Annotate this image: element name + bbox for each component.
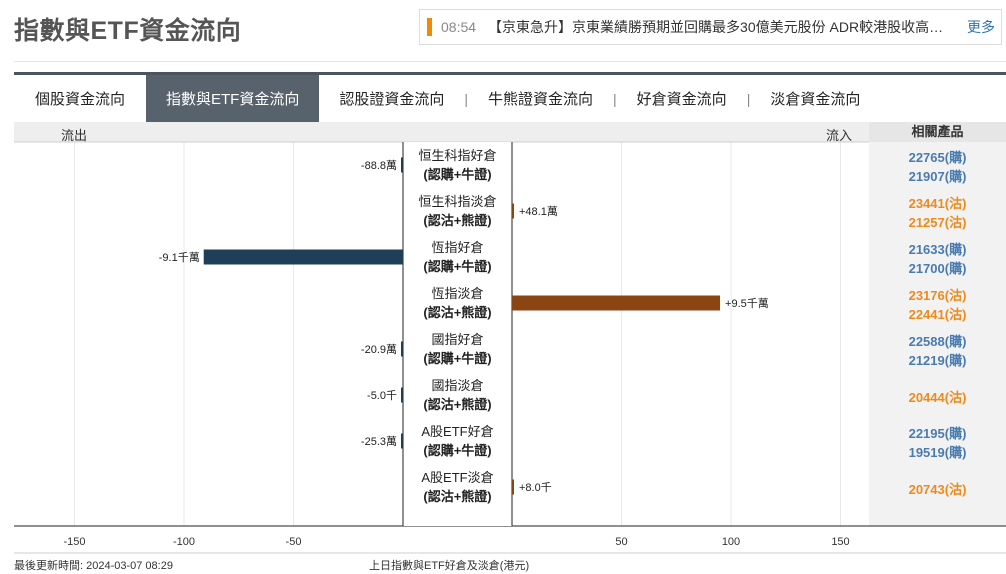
category-sub: (認沽+熊證) xyxy=(423,489,491,504)
x-tick-label: -50 xyxy=(286,536,302,548)
product-code-link[interactable]: 21700(購) xyxy=(908,261,967,276)
category-name: 恒生科指淡倉 xyxy=(418,194,496,209)
data-label: +8.0千 xyxy=(519,481,552,494)
category-sub: (認沽+熊證) xyxy=(423,305,491,320)
tab-separator: | xyxy=(464,90,469,107)
bar-outflow xyxy=(401,341,403,357)
x-tick-label: 50 xyxy=(615,536,627,548)
data-label: -88.8萬 xyxy=(361,159,397,172)
data-label: -9.1千萬 xyxy=(159,251,200,264)
tab-separator: | xyxy=(746,90,751,107)
tab-short-flow[interactable]: 淡倉資金流向 xyxy=(770,91,861,108)
category-sub: (認沽+熊證) xyxy=(423,213,491,228)
bar-outflow xyxy=(203,249,403,265)
product-code-link[interactable]: 21633(購) xyxy=(908,242,967,257)
product-code-link[interactable]: 21907(購) xyxy=(908,169,967,184)
category-label-panel xyxy=(403,142,512,526)
category-sub: (認沽+熊證) xyxy=(423,397,491,412)
product-code-link[interactable]: 21219(購) xyxy=(908,353,967,368)
outflow-header: 流出 xyxy=(61,128,88,143)
chart-header: 流出 流入 相關產品 xyxy=(14,122,1006,143)
category-name: A股ETF淡倉 xyxy=(421,470,493,485)
category-name: 恒生科指好倉 xyxy=(418,148,496,163)
tab-long-flow[interactable]: 好倉資金流向 xyxy=(636,91,727,108)
data-label: -5.0千 xyxy=(367,389,397,402)
page-title: 指數與ETF資金流向 xyxy=(14,17,242,45)
product-code-link[interactable]: 20444(沽) xyxy=(908,390,967,405)
divider xyxy=(14,61,1006,62)
x-tick-label: -150 xyxy=(63,536,85,548)
category-sub: (認購+牛證) xyxy=(423,443,491,458)
news-ticker[interactable]: 08:54 【京東急升】京東業績勝預期並回購最多30億美元股份 ADR較港股收高… xyxy=(419,9,1002,45)
bar-inflow xyxy=(512,203,514,219)
x-tick-label: -100 xyxy=(173,536,195,548)
products-column xyxy=(869,142,1006,526)
category-name: A股ETF好倉 xyxy=(421,424,493,439)
tab-stock-flow[interactable]: 個股資金流向 xyxy=(35,91,126,108)
category-name: 恆指淡倉 xyxy=(431,286,483,301)
category-sub: (認購+牛證) xyxy=(423,351,491,366)
last-updated: 最後更新時間: 2024-03-07 08:29 xyxy=(14,560,173,572)
data-label: -20.9萬 xyxy=(361,343,397,356)
data-label: -25.3萬 xyxy=(361,435,397,448)
product-code-link[interactable]: 23176(沽) xyxy=(908,288,967,303)
category-name: 國指淡倉 xyxy=(431,378,483,393)
inflow-header: 流入 xyxy=(826,128,853,143)
product-code-link[interactable]: 21257(沽) xyxy=(908,215,967,230)
product-code-link[interactable]: 22195(購) xyxy=(908,426,967,441)
tab-cbbc-flow[interactable]: 牛熊證資金流向 xyxy=(488,91,594,108)
bar-outflow xyxy=(401,387,403,403)
product-code-link[interactable]: 19519(購) xyxy=(908,445,967,460)
products-header: 相關產品 xyxy=(869,122,1006,142)
bar-inflow xyxy=(512,295,721,311)
product-code-link[interactable]: 22765(購) xyxy=(908,150,967,165)
bar-inflow xyxy=(512,479,514,495)
chart-unit-note: 上日指數與ETF好倉及淡倉(港元) xyxy=(369,560,530,572)
bar-outflow xyxy=(401,433,403,449)
data-label: +9.5千萬 xyxy=(725,297,769,310)
data-label: +48.1萬 xyxy=(519,205,558,218)
product-code-link[interactable]: 22588(購) xyxy=(908,334,967,349)
tab-separator: | xyxy=(613,90,617,107)
category-sub: (認購+牛證) xyxy=(423,259,491,274)
product-code-link[interactable]: 20743(沽) xyxy=(908,482,967,497)
product-code-link[interactable]: 22441(沽) xyxy=(908,307,967,322)
news-marker-icon xyxy=(427,18,432,36)
news-time: 08:54 xyxy=(441,19,477,35)
category-sub: (認購+牛證) xyxy=(423,167,491,182)
bar-outflow xyxy=(401,157,403,173)
category-name: 恆指好倉 xyxy=(431,240,483,255)
product-code-link[interactable]: 23441(沽) xyxy=(908,196,967,211)
category-name: 國指好倉 xyxy=(431,332,483,347)
tab-bar: 個股資金流向 指數與ETF資金流向 認股證資金流向 | 牛熊證資金流向 | 好倉… xyxy=(14,72,1006,122)
x-tick-label: 100 xyxy=(722,536,740,548)
tab-warrant-flow[interactable]: 認股證資金流向 xyxy=(339,91,445,108)
x-tick-label: 150 xyxy=(831,536,849,548)
tab-index-etf-flow[interactable]: 指數與ETF資金流向 xyxy=(146,75,320,122)
news-more-link[interactable]: 更多 xyxy=(967,19,995,35)
